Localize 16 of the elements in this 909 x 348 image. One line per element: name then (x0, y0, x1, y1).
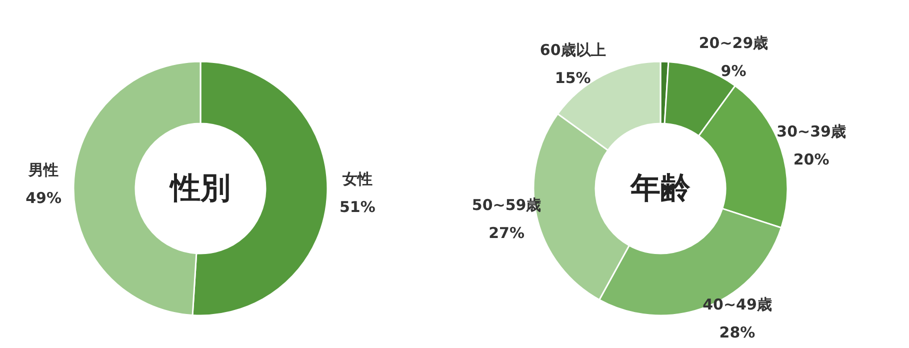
slice-label: 30~39歳 (776, 122, 846, 140)
data-label: 9% (720, 62, 746, 80)
slice-label: 女性 (341, 170, 372, 188)
data-label: 20% (793, 150, 830, 168)
text: 年齢 (630, 171, 690, 206)
slice-label: 60歳以上 (540, 41, 606, 60)
slice-label: 40~49歳 (702, 295, 772, 314)
slice-label: 男性 (28, 161, 59, 180)
data-label: 28% (719, 323, 756, 342)
data-label: 27% (488, 224, 525, 242)
data-label: 49% (26, 189, 62, 208)
slice-label: 20~29歳 (698, 34, 768, 52)
text: 性別 (168, 171, 230, 206)
data-label: 15% (554, 69, 591, 88)
slice-label: 50~59歳 (472, 196, 542, 214)
data-label: 51% (339, 198, 376, 216)
